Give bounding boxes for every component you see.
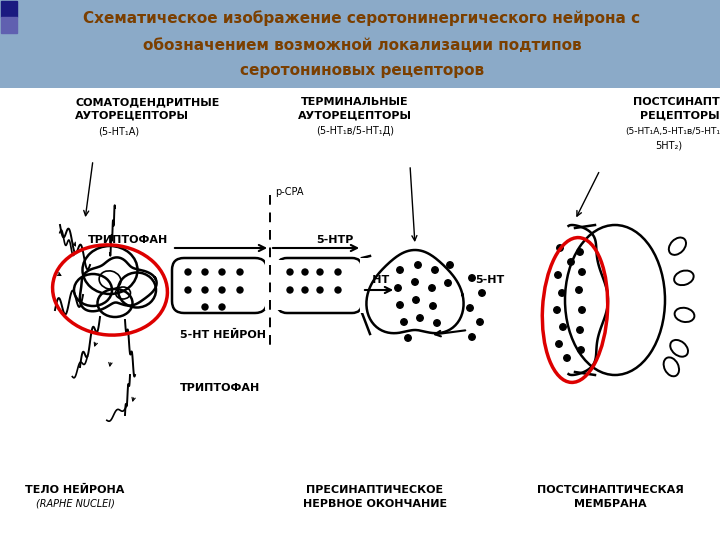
Bar xyxy=(1,1,17,17)
Circle shape xyxy=(469,275,475,281)
Circle shape xyxy=(577,327,583,333)
Text: (5-НТ₁А,5-НТ₁в/5-НТ₁Д,: (5-НТ₁А,5-НТ₁в/5-НТ₁Д, xyxy=(625,126,720,136)
Circle shape xyxy=(202,287,208,293)
Text: ТРИПТОФАН: ТРИПТОФАН xyxy=(180,383,260,393)
Text: ТЕЛО НЕЙРОНА: ТЕЛО НЕЙРОНА xyxy=(25,485,125,495)
Circle shape xyxy=(579,307,585,313)
Bar xyxy=(360,258,372,313)
Text: ПОСТСИНАПТИЧЕСКИЕ: ПОСТСИНАПТИЧЕСКИЕ xyxy=(633,97,720,107)
Circle shape xyxy=(237,287,243,293)
Circle shape xyxy=(428,285,436,291)
Text: обозначением возможной локализации подтипов: обозначением возможной локализации подти… xyxy=(143,37,581,52)
Circle shape xyxy=(237,269,243,275)
Circle shape xyxy=(445,280,451,286)
Circle shape xyxy=(432,267,438,273)
Circle shape xyxy=(433,320,440,326)
Text: Схематическое изображение серотонинергического нейрона с: Схематическое изображение серотонинергич… xyxy=(84,10,641,26)
Circle shape xyxy=(577,249,583,255)
Circle shape xyxy=(219,304,225,310)
Circle shape xyxy=(446,262,454,268)
Circle shape xyxy=(576,287,582,293)
Circle shape xyxy=(467,305,473,311)
Circle shape xyxy=(287,287,293,293)
Circle shape xyxy=(559,324,566,330)
Circle shape xyxy=(287,269,293,275)
Ellipse shape xyxy=(81,254,149,316)
Circle shape xyxy=(430,303,436,309)
Circle shape xyxy=(568,259,575,265)
Circle shape xyxy=(469,334,475,340)
Circle shape xyxy=(185,287,191,293)
Circle shape xyxy=(479,290,485,296)
Circle shape xyxy=(397,267,403,273)
FancyBboxPatch shape xyxy=(277,258,362,313)
Circle shape xyxy=(412,279,418,285)
Circle shape xyxy=(556,341,562,347)
Text: НЕРВНОЕ ОКОНЧАНИЕ: НЕРВНОЕ ОКОНЧАНИЕ xyxy=(303,499,447,509)
Text: 5-НТ: 5-НТ xyxy=(475,275,505,285)
Circle shape xyxy=(579,269,585,275)
Circle shape xyxy=(415,262,421,268)
Text: АУТОРЕЦЕПТОРЫ: АУТОРЕЦЕПТОРЫ xyxy=(75,111,189,121)
Text: ТРИПТОФАН: ТРИПТОФАН xyxy=(88,235,168,245)
Text: p-CPA: p-CPA xyxy=(275,187,304,197)
Circle shape xyxy=(219,287,225,293)
Circle shape xyxy=(405,335,411,341)
Circle shape xyxy=(477,319,483,325)
Circle shape xyxy=(302,269,308,275)
Circle shape xyxy=(401,319,408,325)
Circle shape xyxy=(554,272,562,278)
Text: 5-НТР: 5-НТР xyxy=(316,235,354,245)
Circle shape xyxy=(335,269,341,275)
Circle shape xyxy=(559,290,565,296)
FancyBboxPatch shape xyxy=(172,258,267,313)
Circle shape xyxy=(317,287,323,293)
Circle shape xyxy=(317,269,323,275)
Circle shape xyxy=(577,347,584,353)
Circle shape xyxy=(554,307,560,313)
Circle shape xyxy=(557,245,563,251)
Text: АУТОРЕЦЕПТОРЫ: АУТОРЕЦЕПТОРЫ xyxy=(298,111,412,121)
Circle shape xyxy=(219,269,225,275)
Circle shape xyxy=(302,287,308,293)
Circle shape xyxy=(202,269,208,275)
Circle shape xyxy=(335,287,341,293)
Text: СОМАТОДЕНДРИТНЫЕ: СОМАТОДЕНДРИТНЫЕ xyxy=(75,97,220,107)
Text: 5НТ₂): 5НТ₂) xyxy=(655,140,682,150)
Text: МЕМБРАНА: МЕМБРАНА xyxy=(574,499,647,509)
Circle shape xyxy=(202,304,208,310)
Circle shape xyxy=(185,269,191,275)
Text: ТЕРМИНАЛЬНЫЕ: ТЕРМИНАЛЬНЫЕ xyxy=(301,97,409,107)
Text: 5-НТ НЕЙРОН: 5-НТ НЕЙРОН xyxy=(180,330,266,340)
Polygon shape xyxy=(366,250,464,333)
Bar xyxy=(265,260,285,310)
Circle shape xyxy=(413,297,419,303)
Text: ПОСТСИНАПТИЧЕСКАЯ: ПОСТСИНАПТИЧЕСКАЯ xyxy=(536,485,683,495)
Text: ПРЕСИНАПТИЧЕСКОЕ: ПРЕСИНАПТИЧЕСКОЕ xyxy=(307,485,444,495)
Text: РЕЦЕПТОРЫ: РЕЦЕПТОРЫ xyxy=(640,111,719,121)
Circle shape xyxy=(395,285,401,291)
Circle shape xyxy=(564,355,570,361)
Circle shape xyxy=(397,302,403,308)
Text: (5-НТ₁в/5-НТ₁Д): (5-НТ₁в/5-НТ₁Д) xyxy=(316,126,394,136)
Circle shape xyxy=(417,315,423,321)
Text: (5-НТ₁А): (5-НТ₁А) xyxy=(98,126,139,136)
Bar xyxy=(0,0,720,88)
Text: 5-НТ: 5-НТ xyxy=(361,275,390,285)
Ellipse shape xyxy=(565,231,655,369)
Text: (RAPHE NUCLEI): (RAPHE NUCLEI) xyxy=(35,499,114,509)
Text: серотониновых рецепторов: серотониновых рецепторов xyxy=(240,63,484,78)
Bar xyxy=(1,17,17,33)
